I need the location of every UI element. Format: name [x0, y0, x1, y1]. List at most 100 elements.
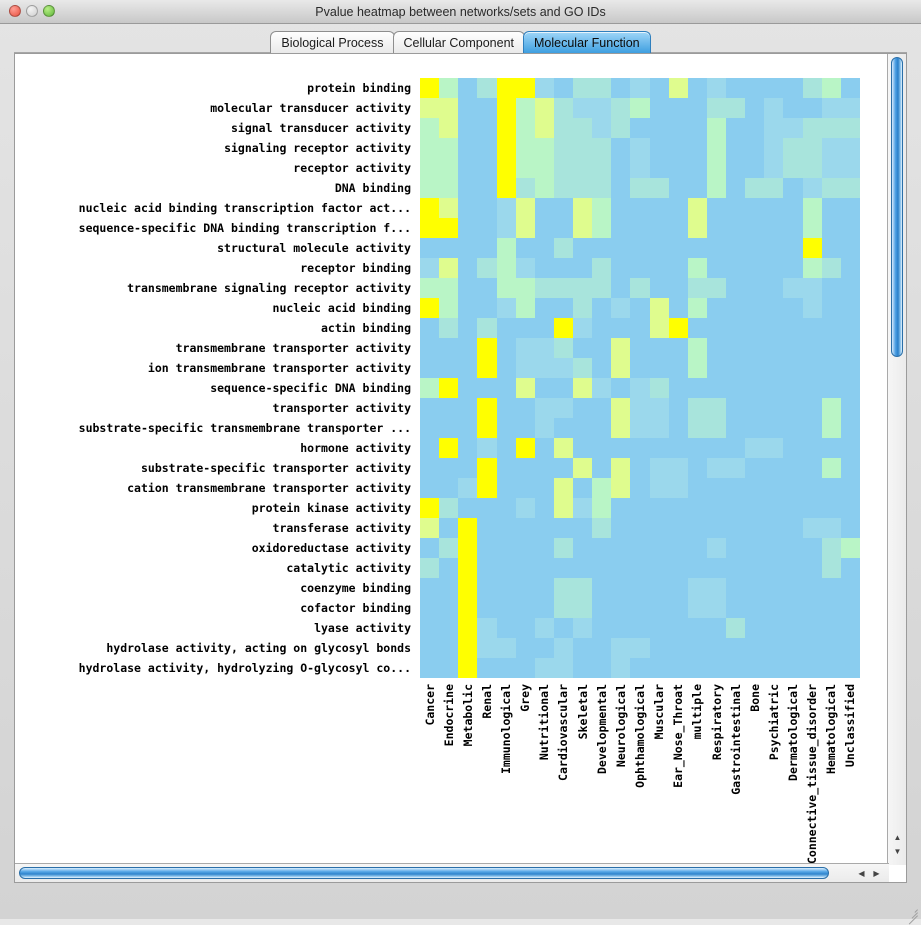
heatmap-cell[interactable] — [611, 558, 631, 578]
heatmap-cell[interactable] — [649, 178, 669, 198]
heatmap-cell[interactable] — [649, 638, 669, 658]
heatmap-cell[interactable] — [515, 398, 535, 418]
heatmap-cell[interactable] — [477, 258, 497, 278]
tab-molecular-function[interactable]: Molecular Function — [523, 31, 651, 53]
heatmap-cell[interactable] — [630, 438, 650, 458]
heatmap-cell[interactable] — [687, 298, 707, 318]
heatmap-cell[interactable] — [706, 138, 726, 158]
heatmap-cell[interactable] — [745, 478, 765, 498]
heatmap-cell[interactable] — [515, 498, 535, 518]
heatmap-cell[interactable] — [553, 598, 573, 618]
heatmap-cell[interactable] — [802, 118, 822, 138]
heatmap-cell[interactable] — [515, 558, 535, 578]
heatmap-cell[interactable] — [611, 158, 631, 178]
heatmap-cell[interactable] — [477, 538, 497, 558]
heatmap-cell[interactable] — [496, 98, 516, 118]
heatmap-cell[interactable] — [706, 198, 726, 218]
heatmap-cell[interactable] — [553, 358, 573, 378]
minimize-button[interactable] — [26, 5, 38, 17]
heatmap-cell[interactable] — [630, 98, 650, 118]
heatmap-cell[interactable] — [611, 338, 631, 358]
heatmap-cell[interactable] — [649, 218, 669, 238]
heatmap-cell[interactable] — [553, 558, 573, 578]
heatmap-cell[interactable] — [745, 458, 765, 478]
heatmap-cell[interactable] — [687, 438, 707, 458]
heatmap-cell[interactable] — [553, 238, 573, 258]
heatmap-cell[interactable] — [706, 378, 726, 398]
heatmap-cell[interactable] — [496, 438, 516, 458]
heatmap-cell[interactable] — [592, 418, 612, 438]
heatmap-cell[interactable] — [649, 498, 669, 518]
heatmap-cell[interactable] — [726, 318, 746, 338]
heatmap-cell[interactable] — [687, 198, 707, 218]
heatmap-cell[interactable] — [668, 478, 688, 498]
heatmap-cell[interactable] — [840, 178, 860, 198]
heatmap-cell[interactable] — [649, 298, 669, 318]
heatmap-cell[interactable] — [458, 278, 478, 298]
heatmap-cell[interactable] — [840, 98, 860, 118]
heatmap-cell[interactable] — [592, 178, 612, 198]
heatmap-cell[interactable] — [534, 178, 554, 198]
heatmap-cell[interactable] — [668, 278, 688, 298]
heatmap-cell[interactable] — [764, 638, 784, 658]
heatmap-cell[interactable] — [630, 578, 650, 598]
heatmap-cell[interactable] — [630, 138, 650, 158]
heatmap-cell[interactable] — [553, 638, 573, 658]
heatmap-cell[interactable] — [553, 658, 573, 678]
heatmap-cell[interactable] — [477, 658, 497, 678]
tab-cellular-component[interactable]: Cellular Component — [392, 31, 525, 53]
heatmap-cell[interactable] — [573, 78, 593, 98]
heatmap-cell[interactable] — [706, 578, 726, 598]
heatmap-cell[interactable] — [821, 78, 841, 98]
heatmap-cell[interactable] — [496, 358, 516, 378]
heatmap-cell[interactable] — [439, 178, 459, 198]
heatmap-cell[interactable] — [496, 538, 516, 558]
heatmap-cell[interactable] — [630, 318, 650, 338]
heatmap-cell[interactable] — [458, 298, 478, 318]
heatmap-cell[interactable] — [420, 138, 440, 158]
heatmap-cell[interactable] — [458, 78, 478, 98]
heatmap-cell[interactable] — [611, 618, 631, 638]
heatmap-cell[interactable] — [439, 578, 459, 598]
heatmap-cell[interactable] — [534, 158, 554, 178]
heatmap-cell[interactable] — [496, 598, 516, 618]
heatmap-cell[interactable] — [534, 78, 554, 98]
heatmap-cell[interactable] — [439, 358, 459, 378]
heatmap-cell[interactable] — [687, 238, 707, 258]
heatmap-cell[interactable] — [687, 658, 707, 678]
heatmap-cell[interactable] — [649, 458, 669, 478]
heatmap-cell[interactable] — [840, 258, 860, 278]
heatmap-cell[interactable] — [840, 338, 860, 358]
heatmap-cell[interactable] — [573, 658, 593, 678]
heatmap-cell[interactable] — [515, 278, 535, 298]
heatmap-cell[interactable] — [458, 178, 478, 198]
heatmap-cell[interactable] — [592, 618, 612, 638]
heatmap-cell[interactable] — [821, 418, 841, 438]
heatmap-cell[interactable] — [611, 298, 631, 318]
heatmap-cell[interactable] — [840, 498, 860, 518]
heatmap-cell[interactable] — [534, 338, 554, 358]
heatmap-cell[interactable] — [706, 598, 726, 618]
heatmap-cell[interactable] — [439, 458, 459, 478]
heatmap-cell[interactable] — [611, 258, 631, 278]
heatmap-cell[interactable] — [687, 598, 707, 618]
heatmap-cell[interactable] — [477, 378, 497, 398]
heatmap-cell[interactable] — [534, 238, 554, 258]
heatmap-cell[interactable] — [687, 378, 707, 398]
heatmap-cell[interactable] — [630, 198, 650, 218]
heatmap-cell[interactable] — [783, 458, 803, 478]
heatmap-cell[interactable] — [764, 238, 784, 258]
heatmap-cell[interactable] — [439, 538, 459, 558]
heatmap-cell[interactable] — [706, 78, 726, 98]
heatmap-cell[interactable] — [821, 378, 841, 398]
heatmap-cell[interactable] — [439, 498, 459, 518]
heatmap-cell[interactable] — [515, 618, 535, 638]
heatmap-cell[interactable] — [573, 198, 593, 218]
heatmap-cell[interactable] — [745, 98, 765, 118]
heatmap-cell[interactable] — [592, 278, 612, 298]
heatmap-cell[interactable] — [496, 138, 516, 158]
heatmap-cell[interactable] — [553, 618, 573, 638]
heatmap-cell[interactable] — [630, 78, 650, 98]
heatmap-cell[interactable] — [477, 238, 497, 258]
scroll-down-icon[interactable]: ▼ — [893, 847, 902, 856]
